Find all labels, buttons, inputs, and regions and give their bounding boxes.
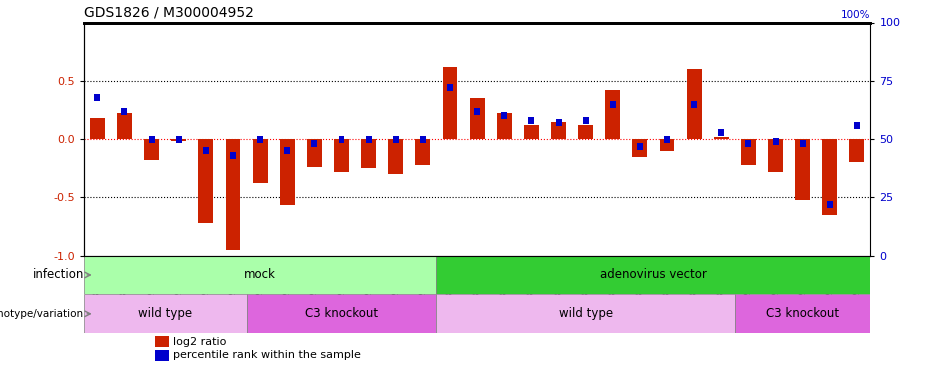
Bar: [578, 125, 593, 139]
Bar: [556, 119, 561, 126]
Text: mock: mock: [244, 268, 277, 282]
Bar: [155, 350, 169, 361]
Bar: [795, 139, 810, 200]
Bar: [284, 147, 290, 154]
Bar: [339, 135, 344, 142]
Bar: [768, 139, 783, 172]
Bar: [637, 142, 643, 150]
Text: genotype/variation: genotype/variation: [0, 309, 84, 319]
Text: adenovirus vector: adenovirus vector: [600, 268, 707, 282]
Text: infection: infection: [33, 268, 84, 282]
Bar: [773, 138, 778, 145]
Bar: [84, 255, 437, 294]
Text: percentile rank within the sample: percentile rank within the sample: [172, 350, 360, 360]
Bar: [334, 139, 349, 172]
Bar: [198, 139, 213, 223]
Bar: [361, 139, 376, 168]
Bar: [437, 255, 870, 294]
Bar: [447, 84, 453, 91]
Bar: [687, 69, 702, 139]
Bar: [719, 129, 724, 135]
Bar: [84, 294, 247, 333]
Bar: [144, 139, 159, 160]
Bar: [203, 147, 209, 154]
Bar: [800, 140, 805, 147]
Bar: [176, 135, 182, 142]
Bar: [497, 113, 512, 139]
Bar: [388, 139, 403, 174]
Bar: [659, 139, 674, 151]
Bar: [225, 139, 240, 250]
Bar: [551, 122, 566, 139]
Bar: [122, 108, 128, 114]
Bar: [469, 98, 485, 139]
Text: wild type: wild type: [138, 307, 192, 320]
Bar: [90, 118, 105, 139]
Bar: [230, 152, 236, 159]
Bar: [307, 139, 322, 167]
Bar: [442, 67, 457, 139]
Bar: [366, 135, 371, 142]
Bar: [474, 108, 480, 114]
Bar: [94, 94, 101, 100]
Text: 100%: 100%: [841, 10, 870, 20]
Bar: [605, 90, 620, 139]
Bar: [691, 100, 697, 108]
Bar: [171, 139, 186, 141]
Bar: [252, 139, 267, 183]
Bar: [117, 113, 132, 139]
Bar: [610, 100, 615, 108]
Text: log2 ratio: log2 ratio: [172, 337, 226, 347]
Bar: [311, 140, 317, 147]
Bar: [827, 201, 832, 208]
Bar: [247, 294, 437, 333]
Bar: [583, 117, 588, 124]
Bar: [420, 135, 425, 142]
Bar: [854, 122, 860, 129]
Bar: [501, 112, 507, 119]
Bar: [741, 139, 756, 165]
Bar: [822, 139, 837, 215]
Bar: [280, 139, 295, 206]
Text: C3 knockout: C3 knockout: [766, 307, 839, 320]
Bar: [849, 139, 864, 162]
Bar: [714, 137, 729, 139]
Bar: [735, 294, 870, 333]
Text: GDS1826 / M300004952: GDS1826 / M300004952: [84, 6, 253, 20]
Bar: [437, 294, 735, 333]
Bar: [664, 135, 670, 142]
Bar: [155, 336, 169, 347]
Text: C3 knockout: C3 knockout: [305, 307, 378, 320]
Bar: [257, 135, 263, 142]
Bar: [393, 135, 398, 142]
Bar: [149, 135, 155, 142]
Bar: [632, 139, 647, 156]
Text: wild type: wild type: [559, 307, 613, 320]
Bar: [415, 139, 430, 165]
Bar: [529, 117, 534, 124]
Bar: [524, 125, 539, 139]
Bar: [746, 140, 751, 147]
